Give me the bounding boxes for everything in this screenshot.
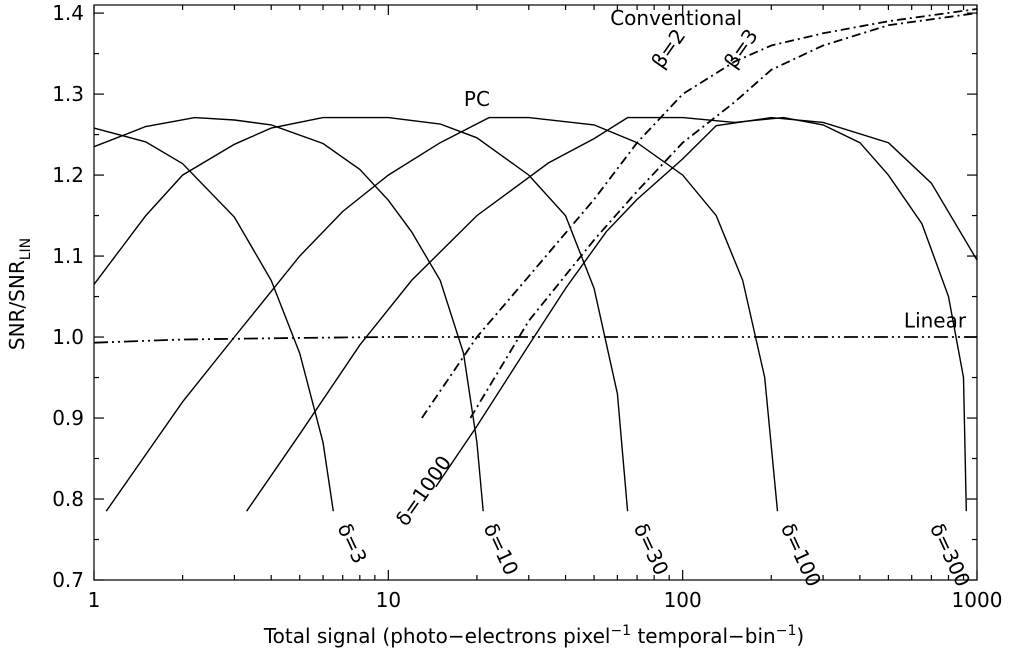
plot-lines bbox=[93, 8, 978, 512]
annotation-label: PC bbox=[464, 87, 490, 111]
series-line-5 bbox=[435, 116, 978, 488]
y-tick-label: 0.9 bbox=[52, 406, 84, 430]
axis-ticks bbox=[93, 5, 978, 581]
x-axis-label-prefix: Total signal (photo−electrons pixel bbox=[263, 624, 611, 648]
annotation-label: Linear bbox=[904, 308, 967, 332]
y-tick-label: 1.1 bbox=[52, 244, 84, 268]
x-axis-label-suffix: ) bbox=[796, 624, 804, 648]
y-tick-label: 1.4 bbox=[52, 1, 84, 25]
series-line-7 bbox=[469, 12, 978, 419]
series-line-1 bbox=[93, 116, 484, 512]
tick-labels: 1 10 100 1000 0.7 0.8 0.9 1.0 1.1 1.2 1.3 1.4 bbox=[52, 1, 1002, 612]
y-tick-label: 1.3 bbox=[52, 82, 84, 106]
series-line-3 bbox=[105, 116, 779, 512]
annotation-label: Conventional bbox=[610, 6, 742, 30]
y-axis-label-sub: LIN bbox=[18, 238, 34, 260]
plot-frame bbox=[93, 4, 978, 581]
series-line-0 bbox=[93, 127, 334, 512]
x-axis-label-mid: temporal−bin bbox=[631, 624, 776, 648]
y-tick-label: 1.0 bbox=[52, 325, 84, 349]
x-axis-label-sup1: −1 bbox=[610, 623, 631, 639]
y-tick-label: 0.8 bbox=[52, 487, 84, 511]
series-line-4 bbox=[246, 116, 967, 512]
series-line-6 bbox=[421, 8, 978, 419]
series-line-2 bbox=[93, 116, 629, 512]
x-axis-label: Total signal (photo−electrons pixel−1 te… bbox=[263, 623, 804, 648]
y-tick-label: 1.2 bbox=[52, 163, 84, 187]
x-tick-label: 1 bbox=[88, 588, 101, 612]
x-axis-label-sup2: −1 bbox=[776, 623, 797, 639]
y-axis-label: SNR/SNRLIN bbox=[5, 238, 34, 350]
x-tick-label: 1000 bbox=[952, 588, 1003, 612]
y-tick-label: 0.7 bbox=[52, 568, 84, 592]
x-tick-label: 10 bbox=[376, 588, 401, 612]
y-axis-label-main: SNR/SNR bbox=[5, 260, 29, 350]
x-tick-label: 100 bbox=[664, 588, 702, 612]
series-line-8 bbox=[93, 336, 977, 344]
